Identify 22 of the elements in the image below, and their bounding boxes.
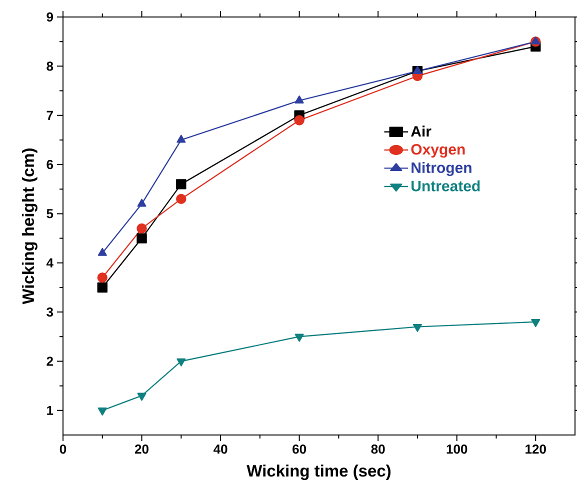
x-tick-label: 80 xyxy=(371,444,385,454)
y-axis-title: Wicking height (cm) xyxy=(22,148,38,304)
x-tick-label: 20 xyxy=(134,444,148,454)
y-tick-label: 7 xyxy=(46,110,53,120)
x-tick-label: 40 xyxy=(214,444,228,454)
x-tick-label: 0 xyxy=(60,444,66,454)
y-tick-label: 8 xyxy=(46,62,54,71)
legend-label: Air xyxy=(411,126,432,137)
legend-label: Nitrogen xyxy=(412,162,472,176)
legend-label: Oxygen xyxy=(411,144,465,158)
x-tick-label: 100 xyxy=(446,444,468,454)
y-tick-label: 4 xyxy=(46,258,54,268)
y-tick-label: 1 xyxy=(47,406,54,415)
legend-label: Untreated xyxy=(412,180,480,192)
y-tick-label: 2 xyxy=(46,356,53,366)
y-tick-label: 9 xyxy=(46,12,53,22)
x-tick-label: 60 xyxy=(292,444,306,454)
y-tick-label: 5 xyxy=(46,209,54,218)
x-axis-title: Wicking time (sec) xyxy=(246,464,391,480)
y-tick-label: 3 xyxy=(46,307,54,317)
y-tick-label: 6 xyxy=(46,160,54,170)
x-tick-label: 120 xyxy=(526,444,546,454)
